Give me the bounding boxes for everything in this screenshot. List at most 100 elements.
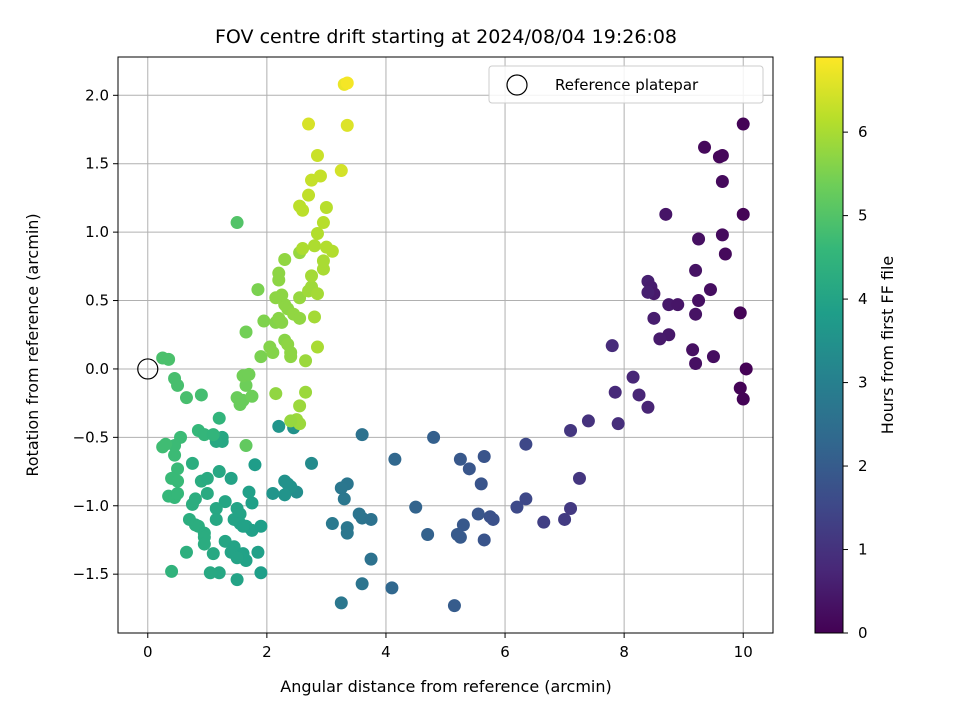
data-point	[302, 117, 316, 131]
data-point	[462, 462, 476, 476]
data-point	[305, 456, 319, 470]
y-tick-label: −1.0	[73, 497, 109, 515]
data-point	[310, 226, 324, 240]
data-point	[278, 252, 292, 266]
data-point	[686, 343, 700, 357]
data-point	[456, 518, 470, 532]
data-point	[334, 164, 348, 178]
data-point	[239, 439, 253, 453]
colorbar-tick-label: 1	[858, 541, 868, 559]
data-point	[703, 283, 717, 297]
data-point	[310, 287, 324, 301]
data-point	[179, 545, 193, 559]
data-point	[224, 471, 238, 485]
data-point	[715, 149, 729, 163]
data-point	[626, 370, 640, 384]
data-point	[608, 385, 622, 399]
colorbar-tick-label: 6	[858, 123, 868, 141]
data-point	[715, 175, 729, 189]
plot-frame	[117, 56, 774, 634]
data-point	[558, 512, 572, 526]
data-point	[197, 428, 211, 442]
x-tick-label: 6	[500, 643, 510, 661]
data-point	[733, 381, 747, 395]
data-point	[272, 266, 286, 280]
data-point	[581, 414, 595, 428]
data-point	[632, 388, 646, 402]
data-point	[305, 269, 319, 283]
data-point	[409, 500, 423, 514]
legend-label: Reference platepar	[555, 76, 699, 94]
legend-marker	[506, 74, 528, 96]
data-point	[257, 314, 271, 328]
data-point	[388, 452, 402, 466]
data-point	[325, 244, 339, 258]
data-point	[242, 485, 256, 499]
chart-title: FOV centre drift starting at 2024/08/04 …	[215, 26, 677, 48]
data-point	[308, 239, 321, 253]
y-tick-label: 0.5	[85, 292, 109, 310]
data-point	[519, 492, 533, 506]
data-point	[245, 389, 259, 403]
colorbar-ticks: 0 1 2 3 4 5 6	[843, 123, 868, 642]
data-point	[706, 350, 720, 364]
data-point	[641, 285, 655, 299]
data-point	[299, 385, 313, 399]
colorbar-label: Hours from first FF file	[878, 256, 897, 435]
colorbar-gradient	[814, 56, 844, 634]
x-tick-label: 2	[262, 643, 272, 661]
data-point	[203, 566, 217, 580]
colorbar-tick-label: 5	[858, 207, 868, 225]
data-point	[296, 242, 310, 256]
data-point	[486, 512, 500, 526]
data-point	[230, 216, 244, 230]
x-tick-label: 0	[143, 643, 153, 661]
data-point	[242, 367, 256, 381]
data-point	[692, 294, 706, 308]
data-point	[739, 362, 753, 376]
data-point	[427, 430, 441, 444]
data-point	[316, 216, 330, 230]
data-point	[209, 512, 223, 526]
colorbar-tick-label: 4	[858, 290, 868, 308]
data-point	[310, 149, 324, 163]
data-point	[355, 577, 369, 591]
data-point	[254, 566, 268, 580]
data-point	[233, 398, 247, 412]
data-point	[296, 203, 310, 217]
data-point	[572, 471, 586, 485]
data-point	[421, 527, 435, 541]
data-point	[340, 526, 354, 540]
data-point	[736, 117, 750, 131]
data-point	[474, 477, 488, 491]
data-point	[269, 387, 283, 401]
data-point	[477, 533, 491, 547]
legend-box	[488, 65, 764, 104]
data-point	[179, 391, 193, 405]
data-point	[564, 501, 578, 515]
data-point	[340, 76, 354, 90]
data-point	[275, 315, 289, 329]
data-point	[162, 352, 176, 366]
data-point	[308, 310, 321, 324]
data-point	[662, 298, 676, 312]
colorbar: 0 1 2 3 4 5 6 Hours from first FF file	[814, 56, 897, 642]
data-point	[278, 488, 292, 502]
data-point	[206, 547, 220, 561]
data-point	[284, 350, 298, 364]
data-point	[269, 291, 283, 305]
x-tick-label: 4	[381, 643, 391, 661]
data-point	[230, 551, 244, 565]
data-point	[325, 517, 339, 531]
data-point	[171, 474, 185, 488]
data-point	[611, 417, 625, 431]
data-point	[510, 500, 524, 514]
legend: Reference platepar	[488, 65, 764, 104]
data-point	[171, 486, 185, 500]
data-point	[477, 450, 491, 464]
x-tick-label: 8	[619, 643, 629, 661]
data-point	[447, 599, 461, 613]
data-point	[185, 456, 199, 470]
data-point	[453, 530, 467, 544]
